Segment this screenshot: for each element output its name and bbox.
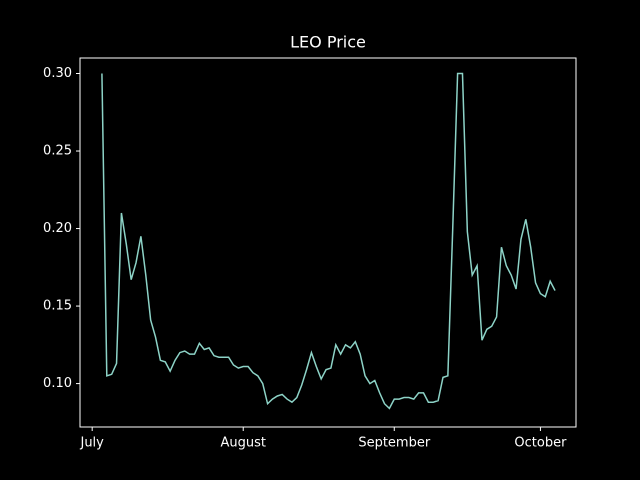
x-tick-label: October [514, 436, 567, 451]
x-tick-label: September [358, 436, 431, 451]
y-tick-label: 0.25 [43, 144, 72, 159]
chart-title: LEO Price [290, 33, 366, 52]
y-tick-label: 0.20 [43, 221, 72, 236]
x-tick-label: July [79, 436, 104, 451]
x-tick-label: August [220, 436, 266, 451]
price-line [101, 72, 556, 410]
y-tick-label: 0.30 [43, 66, 72, 81]
y-tick-label: 0.15 [43, 299, 72, 314]
plot-frame [79, 57, 577, 428]
y-tick-label: 0.10 [43, 376, 72, 391]
